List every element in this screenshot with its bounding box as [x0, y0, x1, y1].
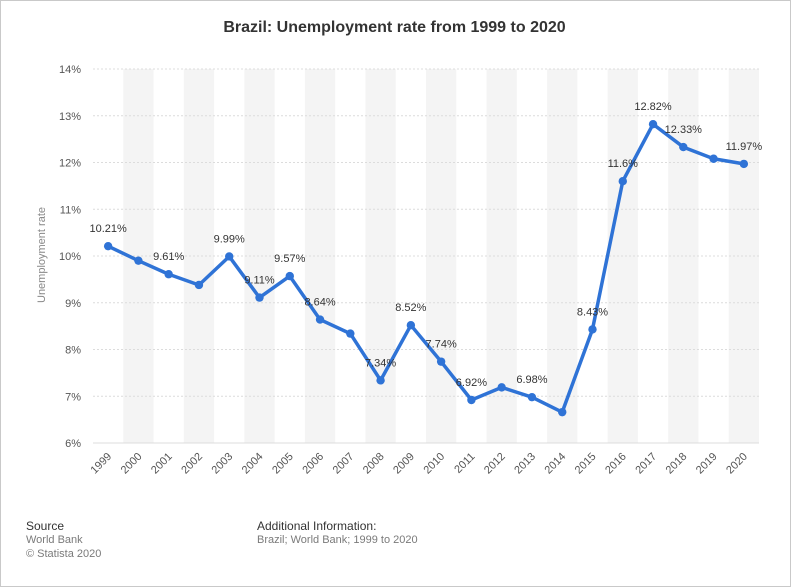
data-label: 12.82%: [634, 101, 672, 113]
x-tick-label: 2014: [543, 451, 569, 477]
data-point: [103, 241, 113, 251]
data-point: [194, 280, 204, 290]
gridlines: [93, 68, 759, 444]
data-label: 10.21%: [89, 223, 127, 235]
data-label: 6.92%: [456, 377, 487, 389]
y-tick-label: 10%: [59, 251, 81, 263]
data-point: [406, 320, 416, 330]
x-tick-label: 2018: [664, 451, 690, 477]
x-tick-label: 2007: [331, 451, 357, 477]
x-tick-label: 2003: [210, 451, 236, 477]
x-tick-label: 2001: [149, 451, 175, 477]
data-point: [255, 293, 264, 302]
x-tick-label: 2017: [633, 451, 659, 477]
y-tick-label: 14%: [59, 64, 81, 76]
y-tick-label: 8%: [65, 345, 81, 357]
x-axis-ticks: 1999 2000 2001 2002 2003 2004 2005 2006 2007 2008…: [88, 451, 750, 477]
data-label: 12.33%: [665, 124, 703, 136]
source-block: Source World Bank © Statista 2020: [26, 519, 101, 561]
data-label: 8.64%: [304, 297, 335, 309]
source-heading: Source: [26, 519, 65, 533]
x-tick-label: 2002: [179, 451, 205, 477]
additional-info-heading: Additional Information:: [257, 519, 377, 533]
data-point: [588, 325, 597, 334]
x-tick-label: 2008: [361, 451, 387, 477]
copyright-text: © Statista 2020: [26, 548, 102, 560]
x-tick-label: 2013: [512, 451, 538, 477]
data-label: 11.97%: [726, 141, 763, 153]
x-tick-label: 2010: [421, 451, 447, 477]
data-label: 7.74%: [426, 339, 457, 351]
series-line: [106, 122, 746, 414]
additional-info-text: Brazil; World Bank; 1999 to 2020: [257, 534, 418, 546]
data-point: [558, 407, 567, 417]
data-label: 9.99%: [214, 233, 245, 245]
data-point: [315, 315, 325, 324]
x-tick-label: 2016: [603, 451, 629, 477]
data-point: [497, 383, 506, 392]
additional-info-block: Additional Information: Brazil; World Ba…: [257, 519, 418, 547]
y-tick-label: 11%: [60, 204, 81, 216]
data-point: [164, 270, 173, 279]
data-label: 8.52%: [395, 302, 426, 314]
y-tick-label: 13%: [59, 111, 81, 123]
source-text: World Bank: [26, 534, 83, 546]
series-unemployment-rate: [103, 119, 749, 417]
x-tick-label: 2015: [573, 451, 599, 477]
y-tick-label: 9%: [65, 298, 81, 310]
data-point: [467, 395, 476, 405]
data-point: [225, 252, 234, 261]
x-tick-label: 2005: [270, 451, 296, 477]
data-label: 8.43%: [577, 306, 608, 318]
x-tick-label: 2004: [240, 451, 266, 477]
data-point: [436, 357, 446, 366]
data-point: [346, 329, 355, 338]
data-point: [709, 154, 718, 163]
data-label: 9.11%: [244, 275, 275, 287]
data-label: 9.57%: [274, 253, 305, 265]
data-label: 7.34%: [365, 357, 396, 369]
x-tick-label: 2020: [724, 451, 750, 477]
x-tick-label: 2000: [119, 451, 145, 477]
data-point: [648, 119, 658, 129]
x-tick-label: 2019: [694, 451, 720, 477]
y-axis-ticks: 6% 7% 8% 9% 10% 11% 12% 13% 14%: [59, 64, 81, 450]
x-tick-label: 2012: [482, 451, 508, 477]
x-tick-label: 2006: [300, 451, 326, 477]
data-labels: 10.21% 9.61% 9.99% 9.11% 9.57% 8.64% 7.34% 8.52…: [89, 101, 762, 389]
data-label: 6.98%: [516, 374, 547, 386]
data-point: [134, 256, 143, 265]
x-tick-label: 1999: [88, 451, 114, 477]
data-point: [739, 159, 749, 169]
x-tick-label: 2009: [391, 451, 417, 477]
data-point: [527, 392, 537, 402]
data-point: [285, 271, 294, 281]
y-tick-label: 6%: [65, 438, 81, 450]
y-axis-label: Unemployment rate: [36, 207, 48, 303]
data-label: 9.61%: [153, 251, 184, 263]
data-point: [679, 142, 688, 152]
y-tick-label: 12%: [59, 158, 81, 170]
data-label: 11.6%: [608, 158, 639, 170]
data-point: [376, 376, 385, 385]
y-tick-label: 7%: [65, 391, 81, 403]
chart-title: Brazil: Unemployment rate from 1999 to 2…: [223, 19, 566, 36]
data-point: [618, 177, 627, 186]
x-tick-label: 2011: [452, 451, 477, 476]
